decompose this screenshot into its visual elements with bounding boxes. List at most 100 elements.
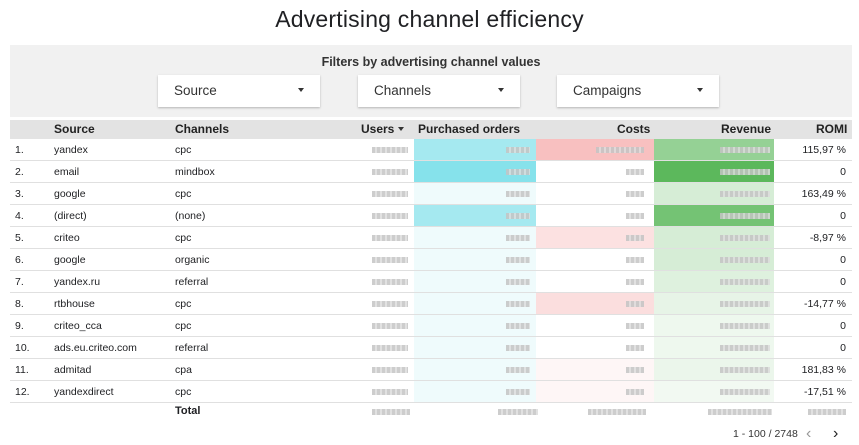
header-costs[interactable]: Costs: [617, 122, 651, 136]
channel-cell: cpc: [175, 386, 192, 398]
campaigns-filter-label: Campaigns: [573, 83, 642, 98]
romi-cell: -14,77 %: [803, 298, 846, 310]
total-row: Total: [10, 403, 852, 421]
redacted-value: [506, 367, 530, 373]
row-number: 6.: [15, 254, 24, 266]
redacted-value: [506, 323, 530, 329]
header-romi[interactable]: ROMI: [816, 122, 848, 136]
row-number: 9.: [15, 320, 24, 332]
table-row[interactable]: 9. criteo_cca cpc 0: [10, 315, 852, 337]
source-cell: ads.eu.criteo.com: [54, 342, 137, 354]
costs-heat-cell: [536, 293, 654, 314]
row-number: 1.: [15, 144, 24, 156]
table-row[interactable]: 7. yandex.ru referral 0: [10, 271, 852, 293]
orders-heat-cell: [414, 161, 536, 182]
revenue-heat-cell: [654, 337, 774, 358]
channel-table: Source Channels Users Purchased orders C…: [10, 120, 852, 421]
revenue-heat-cell: [654, 359, 774, 380]
table-row[interactable]: 11. admitad cpa 181,83 %: [10, 359, 852, 381]
source-cell: (direct): [54, 210, 87, 222]
redacted-value: [720, 279, 770, 285]
redacted-value: [626, 301, 644, 307]
redacted-value: [372, 323, 408, 329]
redacted-value: [626, 279, 644, 285]
redacted-value: [372, 169, 408, 175]
source-filter-dropdown[interactable]: Source: [158, 75, 320, 107]
redacted-value: [506, 191, 530, 197]
redacted-value: [506, 389, 530, 395]
orders-heat-cell: [414, 183, 536, 204]
redacted-value: [506, 213, 530, 219]
channel-cell: (none): [175, 210, 206, 222]
row-number: 2.: [15, 166, 24, 178]
row-number: 8.: [15, 298, 24, 310]
revenue-heat-cell: [654, 381, 774, 402]
redacted-value: [720, 389, 770, 395]
channels-filter-dropdown[interactable]: Channels: [358, 75, 520, 107]
redacted-value: [720, 345, 770, 351]
romi-cell: 0: [840, 254, 846, 266]
source-cell: yandex: [54, 144, 88, 156]
romi-cell: 0: [840, 342, 846, 354]
source-cell: rtbhouse: [54, 298, 95, 310]
revenue-heat-cell: [654, 293, 774, 314]
redacted-value: [506, 345, 530, 351]
header-orders[interactable]: Purchased orders: [418, 122, 521, 136]
redacted-value: [372, 367, 408, 373]
row-number: 12.: [15, 386, 30, 398]
source-cell: google: [54, 188, 86, 200]
romi-cell: 0: [840, 210, 846, 222]
romi-cell: 163,49 %: [801, 188, 846, 200]
table-row[interactable]: 10. ads.eu.criteo.com referral 0: [10, 337, 852, 359]
header-channels[interactable]: Channels: [175, 122, 230, 136]
costs-heat-cell: [536, 227, 654, 248]
header-revenue[interactable]: Revenue: [721, 122, 772, 136]
redacted-value: [506, 147, 530, 153]
romi-cell: 0: [840, 320, 846, 332]
channel-cell: cpa: [175, 364, 192, 376]
orders-heat-cell: [414, 315, 536, 336]
redacted-value: [372, 409, 410, 415]
header-source[interactable]: Source: [54, 122, 95, 136]
table-row[interactable]: 8. rtbhouse cpc -14,77 %: [10, 293, 852, 315]
revenue-heat-cell: [654, 205, 774, 226]
table-row[interactable]: 6. google organic 0: [10, 249, 852, 271]
costs-heat-cell: [536, 381, 654, 402]
channel-cell: cpc: [175, 188, 192, 200]
orders-heat-cell: [414, 205, 536, 226]
row-number: 3.: [15, 188, 24, 200]
revenue-heat-cell: [654, 249, 774, 270]
redacted-value: [720, 257, 770, 263]
row-number: 5.: [15, 232, 24, 244]
table-row[interactable]: 1. yandex cpc 115,97 %: [10, 139, 852, 161]
redacted-value: [626, 213, 644, 219]
redacted-value: [708, 409, 772, 415]
table-row[interactable]: 4. (direct) (none) 0: [10, 205, 852, 227]
costs-heat-cell: [536, 359, 654, 380]
costs-heat-cell: [536, 139, 654, 160]
orders-heat-cell: [414, 381, 536, 402]
channel-cell: mindbox: [175, 166, 215, 178]
redacted-value: [506, 257, 530, 263]
redacted-value: [626, 389, 644, 395]
campaigns-filter-dropdown[interactable]: Campaigns: [557, 75, 719, 107]
source-cell: criteo_cca: [54, 320, 102, 332]
caret-down-icon: [697, 88, 703, 92]
channel-cell: cpc: [175, 298, 192, 310]
orders-heat-cell: [414, 337, 536, 358]
table-row[interactable]: 2. email mindbox 0: [10, 161, 852, 183]
table-row[interactable]: 5. criteo cpc -8,97 %: [10, 227, 852, 249]
total-label: Total: [175, 405, 201, 417]
source-cell: google: [54, 254, 86, 266]
table-row[interactable]: 12. yandexdirect cpc -17,51 %: [10, 381, 852, 403]
revenue-heat-cell: [654, 271, 774, 292]
revenue-heat-cell: [654, 139, 774, 160]
redacted-value: [596, 147, 644, 153]
header-users[interactable]: Users: [361, 122, 405, 136]
redacted-value: [372, 191, 408, 197]
table-row[interactable]: 3. google cpc 163,49 %: [10, 183, 852, 205]
row-number: 11.: [15, 364, 29, 376]
prev-page-button[interactable]: ‹: [806, 425, 812, 442]
next-page-button[interactable]: ›: [833, 425, 839, 442]
orders-heat-cell: [414, 139, 536, 160]
